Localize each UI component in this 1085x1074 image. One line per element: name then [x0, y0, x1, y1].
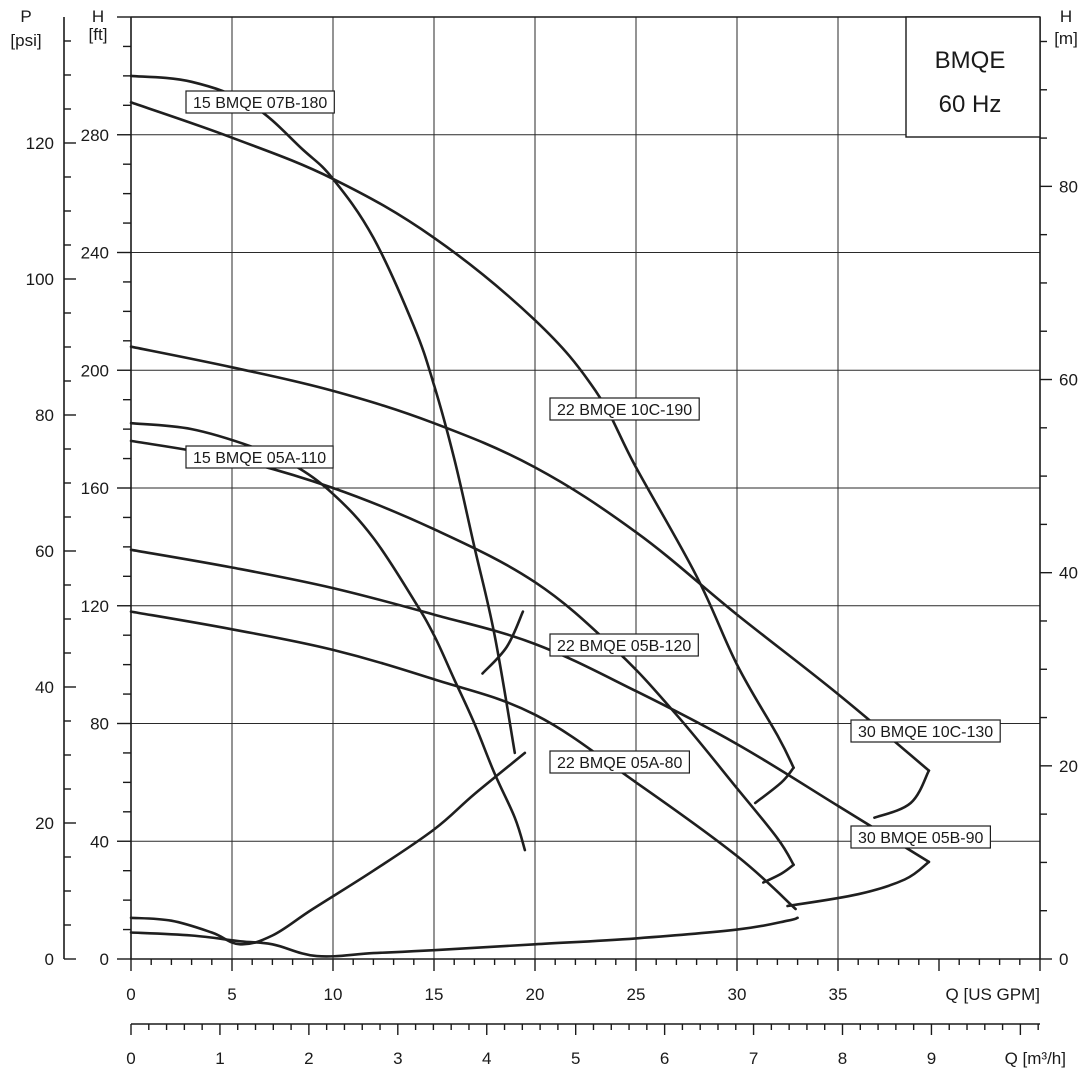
ft-axis-label-top: H [92, 7, 104, 26]
m-tick-label: 40 [1059, 564, 1078, 583]
psi-tick-label: 100 [26, 270, 54, 289]
curve-labels: 15 BMQE 07B-180 15 BMQE 05A-110 22 BMQE 10… [185, 90, 1001, 849]
curve-label-box [185, 90, 335, 114]
m3h-tick-label: 8 [838, 1049, 847, 1068]
min-flow-envelope [129, 751, 527, 946]
m3h-tick-label: 9 [927, 1049, 936, 1068]
m3h-tick-label: 2 [304, 1049, 313, 1068]
psi-tick-label: 60 [35, 542, 54, 561]
gpm-tick-label: 0 [126, 985, 135, 1004]
m-tick-label: 20 [1059, 757, 1078, 776]
psi-axis-label-unit: [psi] [10, 31, 41, 50]
curve-label-text: 22 BMQE 05B-120 [557, 638, 691, 655]
curve-label-text: 15 BMQE 05A-110 [193, 450, 326, 467]
min-flow-envelope [129, 916, 799, 958]
curve-label-text: 30 BMQE 10C-130 [858, 724, 993, 741]
series-curve [129, 439, 795, 867]
m3h-tick-label: 0 [126, 1049, 135, 1068]
pump-curves [129, 74, 931, 958]
plot-grid [131, 17, 1040, 959]
curve-label-box [549, 633, 699, 657]
curve-label-box [549, 397, 700, 421]
series-end-segment [786, 860, 931, 908]
series-curve [129, 74, 517, 755]
gpm-tick-label: 30 [728, 985, 747, 1004]
title-frequency: 60 Hz [939, 91, 1002, 118]
series-curve [129, 101, 795, 769]
ft-tick-label: 40 [90, 832, 109, 851]
curve-label-text: 22 BMQE 10C-190 [557, 402, 692, 419]
gpm-tick-label: 35 [829, 985, 848, 1004]
psi-tick-label: 0 [45, 950, 54, 969]
ft-tick-label: 240 [81, 244, 109, 263]
title-product: BMQE [935, 47, 1006, 74]
psi-tick-label: 40 [35, 678, 54, 697]
curve-label: 15 BMQE 05A-110 [185, 445, 334, 469]
axis-unit-labels: P [psi] H [ft] H [m] Q [US GPM] Q [m³/h] [10, 7, 1077, 1068]
ft-tick-label: 280 [81, 126, 109, 145]
ft-tick-label: 0 [100, 950, 109, 969]
m-axis-label-top: H [1060, 7, 1072, 26]
gpm-tick-label: 5 [227, 985, 236, 1004]
axis-ticks [64, 16, 1052, 1035]
m3h-tick-label: 3 [393, 1049, 402, 1068]
psi-axis-label-top: P [20, 7, 31, 26]
psi-tick-label: 120 [26, 134, 54, 153]
m-tick-label: 60 [1059, 371, 1078, 390]
chart-axes [63, 16, 1041, 1025]
series-curve [129, 345, 931, 772]
gpm-tick-label: 25 [627, 985, 646, 1004]
curve-label-text: 30 BMQE 05B-90 [858, 830, 984, 847]
gpm-axis-label: Q [US GPM] [946, 985, 1040, 1004]
curve-label-text: 15 BMQE 07B-180 [193, 95, 327, 112]
curve-label-box [850, 719, 1001, 743]
curve-label: 22 BMQE 05A-80 [549, 750, 690, 774]
m-axis-label-unit: [m] [1054, 29, 1078, 48]
gpm-tick-label: 10 [324, 985, 343, 1004]
gpm-tick-label: 20 [526, 985, 545, 1004]
m3h-tick-label: 4 [482, 1049, 491, 1068]
series-end-segment [873, 769, 931, 819]
ft-axis-label-unit: [ft] [89, 25, 108, 44]
m3h-tick-label: 7 [749, 1049, 758, 1068]
m-tick-label: 0 [1059, 950, 1068, 969]
curve-label-box [549, 750, 690, 774]
curve-label: 15 BMQE 07B-180 [185, 90, 335, 114]
m3h-axis-label: Q [m³/h] [1005, 1049, 1066, 1068]
curve-label-box [850, 825, 991, 849]
curve-label: 22 BMQE 05B-120 [549, 633, 699, 657]
curve-label: 22 BMQE 10C-190 [549, 397, 700, 421]
ft-tick-label: 80 [90, 715, 109, 734]
m-tick-label: 80 [1059, 177, 1078, 196]
axis-tick-labels: 0408012016020024028002040608010012002040… [26, 126, 1078, 1068]
series-curve [129, 548, 931, 864]
m3h-tick-label: 6 [660, 1049, 669, 1068]
ft-tick-label: 160 [81, 479, 109, 498]
curve-label-text: 22 BMQE 05A-80 [557, 755, 683, 772]
title-box: BMQE 60 Hz [905, 16, 1041, 138]
ft-tick-label: 200 [81, 361, 109, 380]
psi-tick-label: 20 [35, 814, 54, 833]
m3h-tick-label: 5 [571, 1049, 580, 1068]
curve-label: 30 BMQE 05B-90 [850, 825, 991, 849]
series-end-segment [762, 863, 795, 884]
curve-label: 30 BMQE 10C-130 [850, 719, 1001, 743]
ft-tick-label: 120 [81, 597, 109, 616]
psi-tick-label: 80 [35, 406, 54, 425]
gpm-tick-label: 15 [425, 985, 444, 1004]
m3h-tick-label: 1 [215, 1049, 224, 1068]
title-box-frame [905, 16, 1041, 138]
curve-label-box [185, 445, 334, 469]
series-end-segment [481, 610, 525, 675]
series-curve [129, 610, 797, 911]
series-end-segment [753, 766, 795, 805]
